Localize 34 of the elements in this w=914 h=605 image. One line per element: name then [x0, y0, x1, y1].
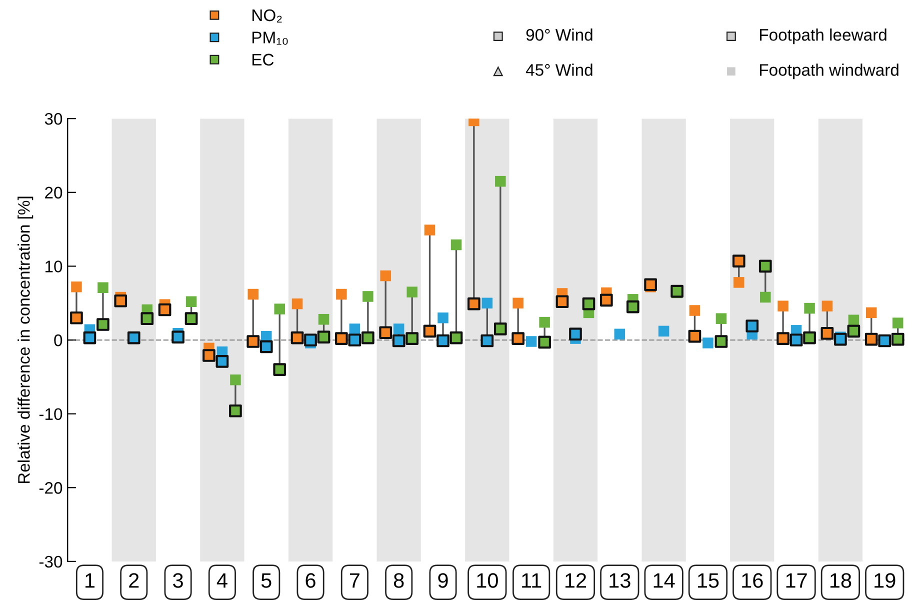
- x-tick-label: 13: [610, 573, 630, 588]
- text: 45° Wind: [526, 64, 592, 76]
- x-tick-label: 14: [654, 573, 675, 588]
- x-tick-label: 6: [306, 573, 316, 588]
- x-tick-label: 10: [477, 573, 498, 588]
- y-tick-label: -20: [39, 482, 62, 494]
- y-tick-label: 30: [44, 112, 62, 125]
- text: Footpath windward: [760, 64, 898, 80]
- legend-label: EC: [252, 54, 274, 66]
- x-tick-label: 1: [86, 573, 94, 588]
- y-tick-label: -30: [39, 556, 62, 568]
- x-tick-label: 17: [786, 573, 807, 588]
- y-tick-label: 0: [54, 334, 62, 346]
- y-axis-title: Relative difference in concentration [%]: [18, 196, 34, 484]
- x-tick-label: 9: [438, 573, 448, 588]
- text: 90° Wind: [526, 28, 592, 41]
- legend-label: PM₁₀: [252, 32, 288, 45]
- legend-label: NO₂: [252, 9, 282, 22]
- x-tick-label: 12: [565, 573, 586, 588]
- text: Footpath leeward: [760, 28, 886, 44]
- x-tick-label: 16: [742, 573, 763, 588]
- x-tick-label: 3: [173, 573, 183, 588]
- x-tick-label: 5: [261, 573, 272, 588]
- x-tick-label: 11: [522, 573, 542, 588]
- y-tick-label: 20: [45, 186, 62, 199]
- y-tick-label: 10: [46, 260, 62, 272]
- x-tick-label: 4: [216, 573, 228, 588]
- x-tick-label: 18: [830, 573, 852, 588]
- x-tick-label: 7: [350, 573, 360, 588]
- y-tick-label: -10: [39, 408, 62, 420]
- x-tick-label: 2: [129, 573, 139, 588]
- x-tick-label: 15: [698, 573, 719, 588]
- x-tick-label: 8: [394, 573, 404, 588]
- x-tick-label: 19: [874, 573, 896, 588]
